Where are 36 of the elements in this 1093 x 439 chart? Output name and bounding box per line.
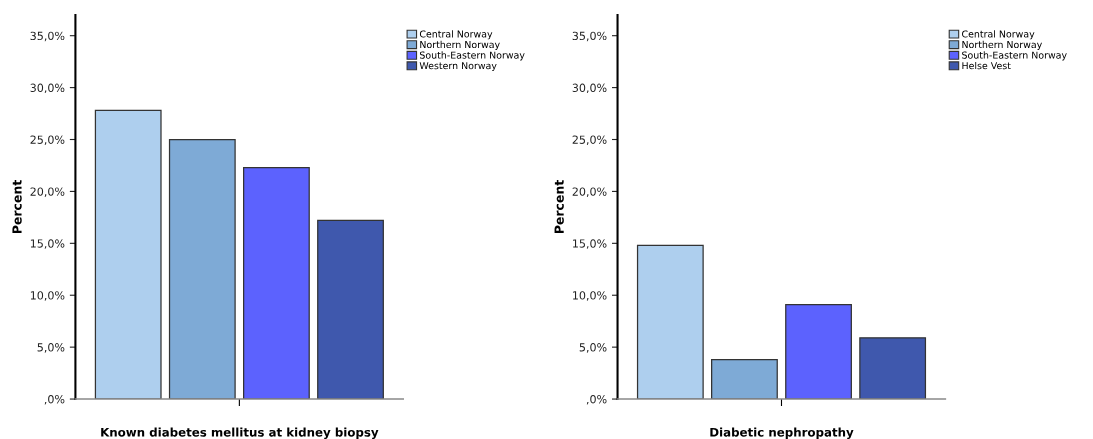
y-tick-label: 25,0% xyxy=(30,135,65,146)
bar xyxy=(785,303,852,400)
bar xyxy=(636,244,704,400)
legend-label: Northern Norway xyxy=(420,40,500,50)
y-tick-label: 30,0% xyxy=(30,83,65,94)
y-tick-label: 20,0% xyxy=(572,187,607,197)
legend-label: Helse Vest xyxy=(962,61,1011,70)
y-tick-label: 35,0% xyxy=(572,31,607,42)
legend-label: Western Norway xyxy=(419,62,497,72)
y-tick-label: 5,0% xyxy=(579,343,607,353)
bar xyxy=(711,358,778,400)
y-tick-label: 15,0% xyxy=(573,239,607,249)
bar xyxy=(168,138,236,400)
bar xyxy=(317,219,384,400)
y-tick-label: 25,0% xyxy=(572,135,607,146)
y-tick-label: 5,0% xyxy=(37,343,65,353)
y-tick-label: 20,0% xyxy=(30,187,65,197)
x-axis-title: Diabetic nephropathy xyxy=(710,427,854,439)
y-tick-label: 35,0% xyxy=(30,31,65,42)
y-axis-title: Percent xyxy=(12,179,22,234)
legend-label: Central Norway xyxy=(419,30,493,40)
legend-label: Northern Norway xyxy=(962,40,1042,50)
y-axis-title: Percent xyxy=(554,179,564,234)
bar xyxy=(243,166,310,400)
legend-label: South-Eastern Norway xyxy=(962,51,1067,61)
legend-label: Central Norway xyxy=(962,30,1035,40)
y-tick-label: 10,0% xyxy=(573,291,607,301)
y-tick-label: 10,0% xyxy=(30,291,65,301)
y-tick-label: 30,0% xyxy=(572,83,607,94)
y-tick-label: ,0% xyxy=(586,395,607,405)
legend-label: South-Eastern Norway xyxy=(420,51,525,61)
bar xyxy=(94,109,162,400)
y-tick-label: 15,0% xyxy=(30,239,65,249)
y-tick-label: ,0% xyxy=(44,395,65,405)
x-axis-title: Known diabetes mellitus at kidney biopsy xyxy=(101,427,379,439)
bar xyxy=(859,337,927,400)
